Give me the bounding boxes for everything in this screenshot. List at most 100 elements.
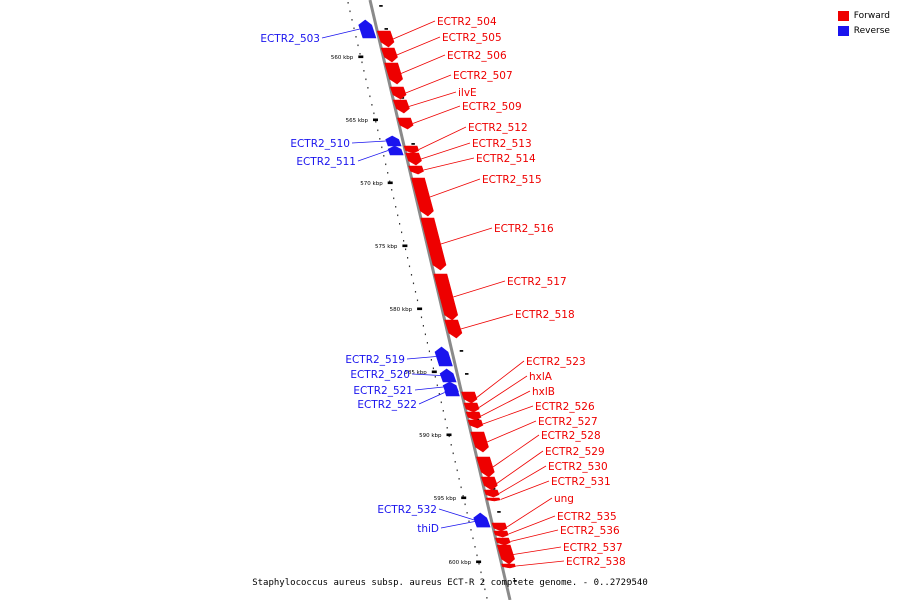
gene-label[interactable]: ECTR2_520 [350,369,410,381]
gene-feature[interactable] [397,117,414,130]
gene-label[interactable]: ECTR2_537 [563,542,623,554]
gene-label[interactable]: hxlB [532,386,555,398]
gene-feature[interactable] [444,319,463,339]
ruler-dot [466,512,468,514]
genome-caption: Staphylococcus aureus subsp. aureus ECT-… [252,578,648,588]
ruler-dot [446,427,448,429]
gene-label[interactable]: ECTR2_531 [551,476,611,488]
gene-label[interactable]: ECTR2_532 [377,504,437,516]
gene-feature[interactable] [470,431,489,453]
gene-label[interactable]: ECTR2_507 [453,70,513,82]
gene-label[interactable]: ECTR2_517 [507,276,567,288]
gene-feature[interactable] [376,30,395,48]
legend-item-forward: Forward [837,8,890,23]
gene-label[interactable]: ECTR2_516 [494,223,554,235]
label-leader [500,480,550,500]
ruler-dot [397,214,399,217]
gene-label[interactable]: ECTR2_510 [290,138,350,150]
gene-feature[interactable] [467,419,484,429]
label-leader [400,54,446,74]
feature-dash [459,350,464,352]
ruler-dot [377,129,379,132]
gene-feature[interactable] [387,145,404,156]
label-leader [440,521,475,529]
ruler-dot [422,325,424,327]
gene-label[interactable]: hxlA [529,371,553,383]
gene-feature[interactable] [493,530,509,538]
ruler-dot [428,350,430,353]
ruler-dot [407,257,409,259]
gene-feature[interactable] [480,476,498,491]
gene-feature[interactable] [434,346,453,367]
gene-label[interactable]: ECTR2_518 [515,309,575,321]
gene-label[interactable]: ECTR2_512 [468,122,528,134]
gene-feature[interactable] [483,489,500,498]
gene-label[interactable]: ECTR2_519 [345,354,405,366]
gene-feature[interactable] [385,135,402,147]
ruler-dot [464,503,466,506]
gene-feature[interactable] [392,99,410,114]
ruler-dot [420,316,423,319]
gene-label[interactable]: ECTR2_529 [545,446,605,458]
gene-label[interactable]: ECTR2_527 [538,416,598,428]
gene-label[interactable]: ung [554,493,574,505]
tick-label: 590 kbp [419,433,442,439]
ruler-dot [351,19,353,21]
label-leader [396,36,441,56]
gene-feature[interactable] [495,537,511,546]
gene-feature[interactable] [380,47,398,63]
gene-feature[interactable] [384,62,403,85]
feature-dash [497,511,501,513]
gene-label[interactable]: ilvE [458,87,477,99]
gene-label[interactable]: ECTR2_511 [296,156,356,168]
gene-label[interactable]: ECTR2_528 [541,430,601,442]
gene-label[interactable]: ECTR2_509 [462,101,522,113]
ruler-dot [416,299,419,302]
gene-label[interactable]: ECTR2_538 [566,556,626,568]
gene-feature[interactable] [485,497,501,502]
gene-feature[interactable] [358,19,377,39]
gene-feature[interactable] [420,217,447,271]
gene-label[interactable]: ECTR2_523 [526,356,586,368]
gene-label[interactable]: ECTR2_514 [476,153,536,165]
gene-label[interactable]: ECTR2_504 [437,16,497,28]
gene-label[interactable]: ECTR2_522 [357,399,417,411]
gene-feature[interactable] [496,544,515,565]
gene-label[interactable]: ECTR2_536 [560,525,620,537]
gene-feature[interactable] [491,522,508,532]
ruler-dot [355,36,357,38]
gene-feature[interactable] [474,515,491,528]
gene-label[interactable]: ECTR2_521 [353,385,413,397]
gene-label[interactable]: ECTR2_515 [482,174,542,186]
gene-label[interactable]: ECTR2_506 [447,50,507,62]
ruler-dot [414,291,417,293]
gene-label[interactable]: ECTR2_535 [557,511,617,523]
kbp-ticks: 560 kbp 565 kbp 570 kbp 575 kbp 580 kbp 585 k… [331,55,482,566]
ruler-dot [456,469,458,472]
gene-feature[interactable] [389,86,407,100]
feature-dash [379,5,383,7]
gene-feature[interactable] [444,388,460,397]
gene-feature[interactable] [439,368,457,383]
gene-feature[interactable] [463,402,480,413]
gene-label[interactable]: ECTR2_503 [260,33,320,45]
gene-feature[interactable] [465,411,482,421]
gene-feature[interactable] [403,145,420,154]
gene-feature[interactable] [405,152,422,166]
gene-feature[interactable] [461,391,478,404]
gene-feature[interactable] [411,177,434,217]
ruler-dot [458,478,460,480]
gene-feature[interactable] [501,563,516,569]
gene-label[interactable]: ECTR2_530 [548,461,608,473]
gene-label[interactable]: ECTR2_513 [472,138,532,150]
gene-feature[interactable] [433,273,459,321]
gene-feature[interactable] [476,456,495,478]
gene-label[interactable]: ECTR2_526 [535,401,595,413]
gene-label[interactable]: ECTR2_505 [442,32,502,44]
gene-label[interactable]: thiD [417,523,439,535]
label-leader [351,140,386,144]
ruler-dot [438,393,440,395]
ruler-dot [371,104,373,106]
gene-feature[interactable] [408,165,424,175]
